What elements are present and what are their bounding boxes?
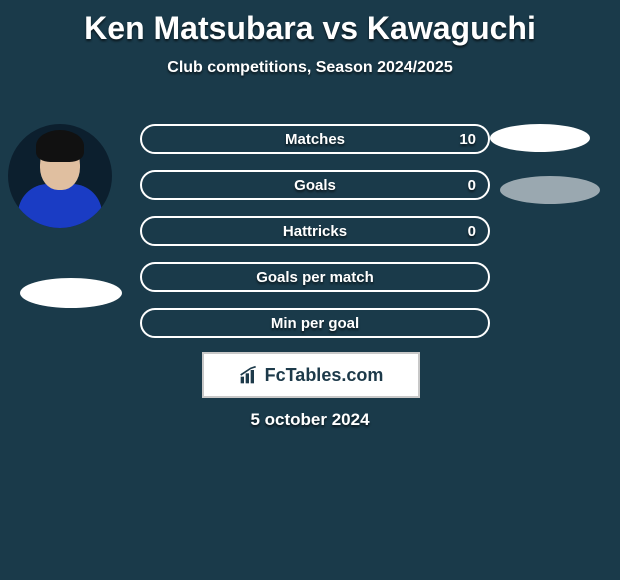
bar-label: Goals	[294, 177, 336, 194]
bar-matches: Matches 10	[140, 124, 490, 154]
player-avatar-left	[8, 124, 112, 228]
ellipse-shadow-right-1	[490, 124, 590, 152]
bar-label: Matches	[285, 131, 345, 148]
logo-text: FcTables.com	[265, 365, 384, 386]
fctables-logo: FcTables.com	[202, 352, 420, 398]
bar-goals: Goals 0	[140, 170, 490, 200]
stat-bars: Matches 10 Goals 0 Hattricks 0 Goals per…	[140, 124, 490, 354]
bar-hattricks: Hattricks 0	[140, 216, 490, 246]
bar-label: Hattricks	[283, 223, 347, 240]
bar-min-per-goal: Min per goal	[140, 308, 490, 338]
bar-value: 0	[468, 223, 476, 240]
ellipse-shadow-right-2	[500, 176, 600, 204]
avatar-hair	[36, 130, 84, 162]
chart-icon	[239, 365, 259, 385]
avatar-jersey	[18, 184, 102, 228]
bar-goals-per-match: Goals per match	[140, 262, 490, 292]
bar-value: 0	[468, 177, 476, 194]
bar-value: 10	[459, 131, 476, 148]
date-label: 5 october 2024	[0, 410, 620, 430]
bar-label: Goals per match	[256, 269, 374, 286]
ellipse-shadow-left	[20, 278, 122, 308]
page-title: Ken Matsubara vs Kawaguchi	[0, 0, 620, 47]
subtitle: Club competitions, Season 2024/2025	[0, 59, 620, 77]
bar-label: Min per goal	[271, 315, 359, 332]
